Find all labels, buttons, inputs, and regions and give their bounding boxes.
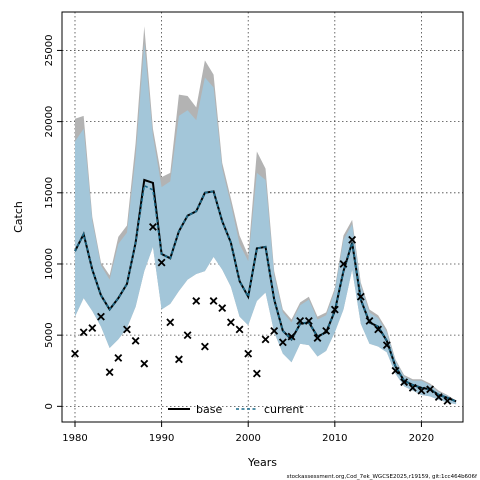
observed-point [200,342,209,351]
observed-point [235,325,244,334]
x-tick-label: 2020 [409,433,434,444]
observed-point [304,316,313,325]
x-tick-label: 2000 [235,433,260,444]
observed-point [88,324,97,332]
observed-point [313,334,322,342]
observed-point [391,366,400,375]
current-line [74,184,457,403]
observed-point [296,316,305,325]
observed-point [114,354,123,362]
observed-point [278,338,287,347]
observed-point [339,260,348,268]
observed-point [244,349,253,358]
observed-point [226,318,235,327]
x-tick-label: 2010 [322,433,347,444]
observed-point [417,386,426,395]
current-confidence-band [74,43,457,405]
y-tick-label: 25000 [44,35,55,67]
x-tick-label: 1990 [149,433,174,444]
observed-point [149,223,157,231]
observed-point [183,331,192,340]
observed-point [365,316,374,325]
observed-point [71,349,79,358]
plot-frame [61,11,464,423]
observed-point [330,305,339,314]
observed-point [356,292,365,301]
observed-point [252,369,261,378]
y-tick-label: 0 [44,403,55,409]
observed-point [426,385,435,394]
y-tick-label: 5000 [44,322,55,347]
y-axis-ticks: 0 5000 10000 15000 20000 25000 [44,35,62,410]
observed-points [71,223,452,405]
observed-point [374,325,383,334]
observed-point [140,359,149,368]
x-axis-label: Years [247,456,277,469]
observed-point [287,332,296,341]
observed-point [382,341,391,350]
observed-point [434,393,443,402]
observed-point [79,328,88,337]
y-tick-label: 20000 [44,106,55,138]
observed-point [192,297,201,305]
series-lines [74,178,457,403]
observed-point [408,383,417,392]
observed-point [97,312,105,321]
observed-point [443,396,452,405]
observed-point [174,355,183,364]
observed-point [123,325,131,334]
observed-point [400,378,409,387]
footer-text: stockassessment.org,Cod_7ek_WGCSE2025,r1… [287,474,478,480]
observed-point [131,336,140,345]
y-axis-label: Catch [12,201,25,233]
observed-point [166,318,175,327]
observed-point [348,235,357,244]
observed-point [218,304,227,313]
observed-point [322,326,331,335]
observed-point [157,258,166,267]
observed-point [261,335,270,344]
x-tick-label: 1980 [62,433,87,444]
legend-label-base: base [196,403,222,416]
confidence-bands [74,26,457,405]
legend: base current [168,403,304,416]
observed-point [105,368,114,377]
x-axis-ticks: 1980 1990 2000 2010 2020 [62,422,434,444]
legend-label-current: current [264,403,304,416]
observed-point [209,297,218,305]
observed-point [270,326,279,335]
y-tick-label: 10000 [44,248,55,280]
y-tick-label: 15000 [44,177,55,209]
